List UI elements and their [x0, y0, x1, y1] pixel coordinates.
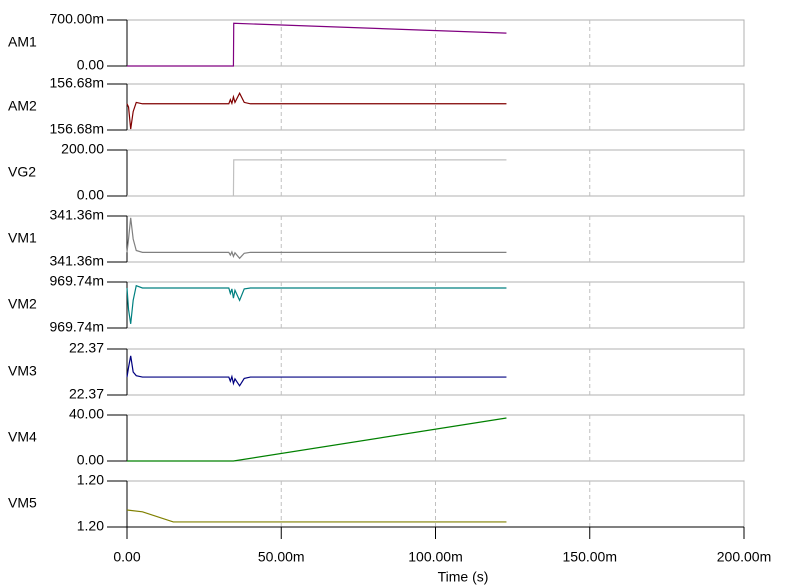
y-tick-label: 969.74m [50, 319, 104, 335]
x-tick-label: 50.00m [258, 549, 305, 565]
y-tick-label: 0.00 [77, 57, 104, 73]
y-tick-label: 341.36m [50, 207, 104, 223]
y-tick-label: 1.20 [77, 518, 104, 534]
series-line [126, 284, 507, 324]
y-axis-label: AM1 [8, 34, 37, 50]
y-tick-label: 341.36m [50, 253, 104, 269]
y-tick-label: 0.00 [77, 187, 104, 203]
series-line [127, 22, 507, 67]
y-tick-label: 22.37 [69, 340, 104, 356]
y-axis-label: VM3 [8, 363, 37, 379]
series-line [127, 159, 507, 197]
y-tick-label: 156.68m [50, 75, 104, 91]
x-tick-label: 100.00m [408, 549, 462, 565]
y-tick-label: 969.74m [50, 273, 104, 289]
y-axis-label: VM4 [8, 429, 37, 445]
y-axis-label: VM2 [8, 296, 37, 312]
x-axis-label: Time (s) [438, 569, 489, 585]
y-tick-label: 1.20 [77, 472, 104, 488]
series-line [126, 355, 507, 387]
y-tick-label: 22.37 [69, 386, 104, 402]
y-tick-label: 700.00m [50, 11, 104, 27]
y-tick-label: 156.68m [50, 121, 104, 137]
y-tick-label: 200.00 [61, 141, 104, 157]
series-line [126, 91, 507, 130]
series-line [126, 217, 507, 260]
x-tick-label: 200.00m [717, 549, 771, 565]
x-tick-label: 150.00m [563, 549, 617, 565]
series-line [127, 417, 507, 462]
y-tick-label: 0.00 [77, 452, 104, 468]
y-axis-label: VG2 [8, 164, 36, 180]
y-tick-label: 40.00 [69, 406, 104, 422]
x-tick-label: 0.00 [113, 549, 140, 565]
y-axis-label: AM2 [8, 98, 37, 114]
series-line [126, 509, 507, 523]
y-axis-label: VM1 [8, 230, 37, 246]
y-axis-label: VM5 [8, 495, 37, 511]
